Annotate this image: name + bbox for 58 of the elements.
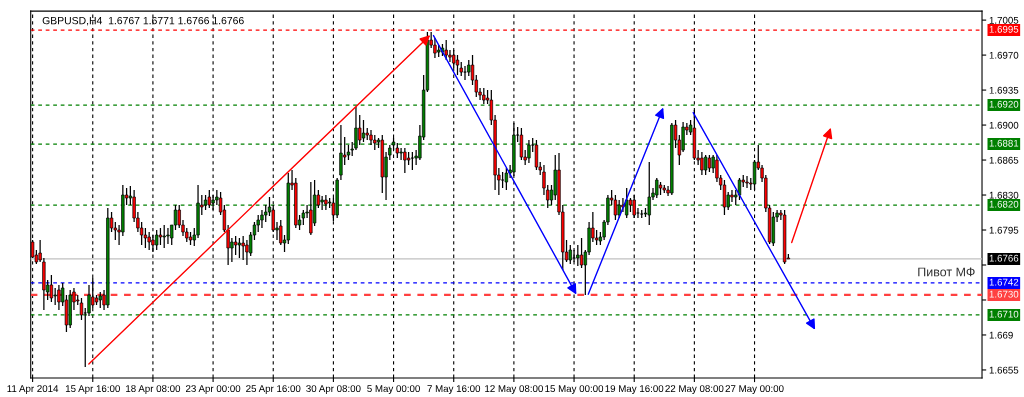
x-tick-label: 22 May 08:00 <box>665 385 724 394</box>
x-tick-label: 15 May 00:00 <box>545 385 604 394</box>
y-tick-label: 1.6865 <box>989 156 1019 164</box>
annotation: Пивот МФ <box>918 267 975 277</box>
y-tick-label: 1.6795 <box>989 226 1019 234</box>
ref-line-label: 1.6742 <box>989 278 1019 286</box>
y-tick-label: 1.669 <box>989 331 1013 339</box>
ref-line-label: 1.6995 <box>989 25 1019 33</box>
candlestick <box>57 284 61 311</box>
x-tick-label: 18 Apr 08:00 <box>126 385 181 394</box>
candlestick <box>579 237 584 269</box>
y-tick-label: 1.6830 <box>989 191 1019 199</box>
ref-line-label: 1.6920 <box>989 100 1019 108</box>
y-tick-label: 1.6970 <box>989 51 1019 59</box>
x-tick-label: 25 Apr 16:00 <box>246 385 301 394</box>
candlestick <box>568 244 572 265</box>
x-tick-label: 11 Apr 2014 <box>7 385 59 394</box>
ref-line-label: 1.6766 <box>989 254 1019 262</box>
y-tick-label: 1.6655 <box>989 366 1019 374</box>
candlestick <box>324 194 328 211</box>
x-tick-label: 7 May 16:00 <box>427 385 481 394</box>
candlestick <box>576 244 580 267</box>
candlestick <box>79 297 84 321</box>
x-tick-label: 30 Apr 08:00 <box>306 385 361 394</box>
candlestick <box>463 65 467 81</box>
candlestick <box>527 139 531 164</box>
chart-title: GBPUSD,H4 1.6767 1.6771 1.6766 1.6766 <box>42 16 244 26</box>
candlestick <box>745 175 749 189</box>
ref-line-label: 1.6820 <box>989 200 1019 208</box>
candlestick <box>233 235 238 256</box>
candlestick <box>703 154 708 176</box>
candlestick <box>403 147 407 174</box>
candlestick <box>49 274 54 303</box>
candlestick <box>700 151 704 176</box>
candlestick <box>358 114 362 146</box>
candlestick <box>166 227 170 245</box>
x-tick-label: 15 Apr 16:00 <box>65 385 120 394</box>
x-tick-label: 12 May 08:00 <box>485 385 543 394</box>
candlestick <box>621 197 625 213</box>
candlestick <box>655 177 659 199</box>
candlestick <box>309 181 313 236</box>
ref-line-label: 1.6710 <box>989 310 1019 318</box>
x-tick-label: 27 May 00:00 <box>725 385 784 394</box>
candlestick <box>237 237 242 259</box>
candlestick <box>625 187 629 219</box>
candlestick <box>260 209 264 229</box>
ref-line-label: 1.6881 <box>989 139 1019 147</box>
x-tick-label: 23 Apr 00:00 <box>186 385 241 394</box>
x-tick-label: 19 May 16:00 <box>605 385 664 394</box>
y-tick-label: 1.6935 <box>989 86 1019 94</box>
y-tick-label: 1.6900 <box>989 121 1019 129</box>
x-tick-label: 5 May 00:00 <box>367 385 420 394</box>
ref-line-label: 1.6730 <box>989 290 1019 298</box>
candlestick <box>399 147 403 161</box>
candlestick <box>162 224 166 249</box>
candlestick <box>241 235 245 261</box>
candlestick <box>155 229 159 251</box>
y-tick-label: 1.7005 <box>989 16 1019 24</box>
